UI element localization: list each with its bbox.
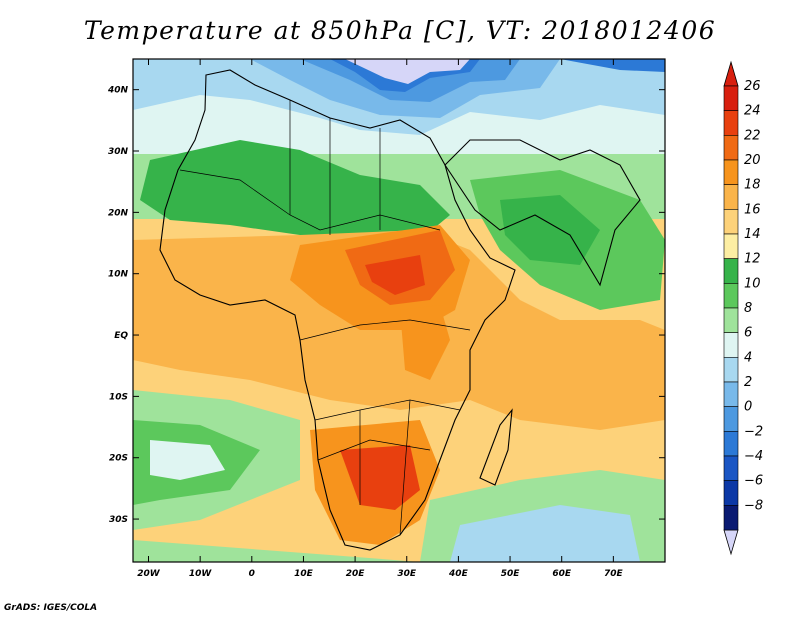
longitude-axis: 20W 10W 0 10E 20E 30E 40E 50E 60E 70E [137, 59, 624, 579]
colorbar-label: 16 [744, 202, 761, 217]
lon-tick-label: 30E [397, 569, 417, 579]
colorbar-label: 8 [744, 301, 752, 316]
border [179, 169, 441, 231]
south-edge [133, 540, 420, 562]
arabia-core [500, 195, 600, 265]
lon-tick-label: 10E [294, 569, 314, 579]
east-africa-hot [400, 305, 450, 380]
lon-tick-label: 70E [604, 569, 624, 579]
colorbar-swatch [723, 209, 739, 235]
lon-tick-label: 0 [249, 569, 255, 579]
border [317, 439, 431, 461]
colorbar-swatch [723, 480, 739, 506]
colorbar-swatch [723, 184, 739, 210]
colorbar-swatch [723, 406, 739, 432]
colorbar-label: −6 [744, 474, 763, 489]
border [314, 399, 461, 421]
colorbar-swatch [723, 357, 739, 383]
colorbar-swatch [723, 85, 739, 111]
lon-tick-label: 20W [137, 569, 161, 579]
colorbar-swatch [723, 159, 739, 185]
colorbar-swatch [723, 431, 739, 457]
colorbar-label: 2 [744, 375, 752, 390]
lat-tick-label: 20S [109, 454, 128, 464]
border [359, 399, 411, 536]
colorbar-min-triangle [723, 529, 739, 556]
colorbar-label: 6 [744, 326, 752, 341]
latitude-axis: 40N 30N 20N 10N EQ 10S 20S 30S [107, 86, 665, 525]
lon-tick-label: 50E [501, 569, 521, 579]
colorbar-label: 12 [744, 252, 761, 267]
lat-tick-label: 40N [107, 86, 129, 96]
sahel-hottest [365, 255, 425, 295]
colorbar-swatch [723, 258, 739, 284]
colorbar-label: 26 [744, 79, 761, 94]
colorbar-label: 22 [744, 128, 761, 143]
arabia-india-coastline [444, 139, 641, 287]
colorbar-swatch [723, 455, 739, 481]
africa-coastline [159, 69, 516, 551]
lon-tick-label: 10W [189, 569, 213, 579]
colorbar-swatch [723, 233, 739, 259]
lat-tick-label: 30S [109, 515, 128, 525]
colorbar-max-triangle [723, 60, 739, 87]
lat-tick-label: 20N [108, 208, 129, 218]
border [299, 319, 471, 341]
madagascar-coastline [479, 408, 513, 486]
colorbar-label: 24 [744, 104, 761, 119]
country-borders [179, 100, 471, 536]
colorbar-swatch [723, 110, 739, 136]
colorbar-label: −2 [744, 424, 763, 439]
map-frame [132, 58, 666, 563]
colorbar-label: 14 [744, 227, 761, 242]
cold-core-min [345, 59, 470, 84]
colorbar-swatch [723, 381, 739, 407]
colorbar-swatch [723, 505, 739, 531]
south-atlantic-pale [150, 440, 225, 480]
border [289, 100, 381, 235]
chart-title: Temperature at 850hPa [C], VT: 201801240… [83, 16, 717, 45]
lon-tick-label: 60E [552, 569, 572, 579]
colorbar-swatch [723, 135, 739, 161]
lon-tick-label: 40E [448, 569, 469, 579]
temperature-field [133, 59, 665, 562]
indian-ocean-south-blue [450, 505, 640, 562]
cold-ne [560, 59, 665, 72]
sahara-cool [140, 140, 450, 240]
credit-label: GrADS: IGES/COLA [4, 603, 98, 613]
lat-tick-label: EQ [114, 331, 128, 341]
colorbar-label: −4 [744, 449, 763, 464]
colorbar-swatch [723, 332, 739, 358]
colorbar-label: 0 [744, 400, 752, 415]
colorbar-label: 18 [744, 178, 761, 193]
lon-tick-label: 20E [346, 569, 366, 579]
lat-tick-label: 30N [108, 147, 129, 157]
colorbar-label: 20 [744, 153, 761, 168]
colorbar-swatch [723, 283, 739, 309]
coastlines [159, 69, 641, 551]
colorbar-label: −8 [744, 498, 763, 513]
colorbar-label: 4 [744, 350, 752, 365]
colorbar-swatch [723, 307, 739, 333]
lat-tick-label: 10S [109, 392, 128, 402]
colorbar-label: 10 [744, 276, 761, 291]
lat-tick-label: 10N [108, 270, 129, 280]
